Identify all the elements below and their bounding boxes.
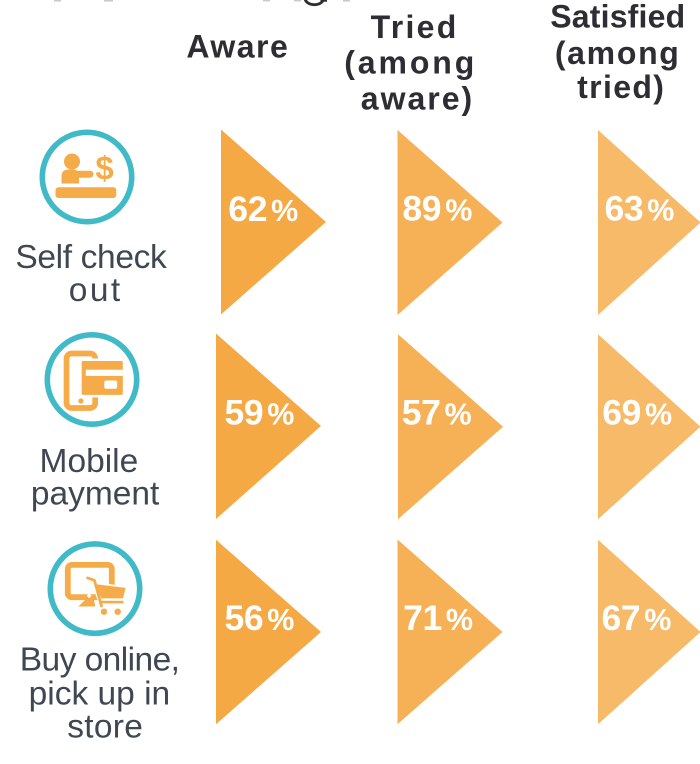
svg-text:tried): tried) — [577, 69, 665, 105]
svg-text:67%: 67% — [602, 598, 672, 638]
svg-text:57%: 57% — [402, 392, 472, 432]
svg-text:59%: 59% — [225, 392, 295, 432]
svg-text:store: store — [67, 708, 143, 745]
svg-text:pick up in: pick up in — [29, 676, 171, 713]
svg-text:89%: 89% — [402, 189, 472, 229]
svg-text:63%: 63% — [605, 188, 675, 228]
svg-text:Satisfied: Satisfied — [550, 0, 685, 34]
svg-text:(among: (among — [344, 45, 477, 81]
svg-text:69%: 69% — [602, 392, 672, 432]
svg-text:$: $ — [95, 150, 113, 187]
svg-text:payment: payment — [31, 475, 160, 512]
svg-text:aware): aware) — [361, 80, 474, 116]
svg-text:Tried: Tried — [371, 9, 459, 45]
svg-text:(among: (among — [555, 35, 681, 71]
svg-text:Buy online,: Buy online, — [20, 642, 180, 679]
svg-text:62%: 62% — [228, 189, 298, 229]
svg-text:56%: 56% — [225, 598, 295, 638]
svg-text:Self check: Self check — [15, 239, 167, 276]
svg-text:Aware: Aware — [186, 29, 289, 65]
svg-text:71%: 71% — [403, 598, 473, 638]
svg-text:Mobile: Mobile — [40, 443, 139, 480]
svg-text:out: out — [69, 272, 123, 309]
